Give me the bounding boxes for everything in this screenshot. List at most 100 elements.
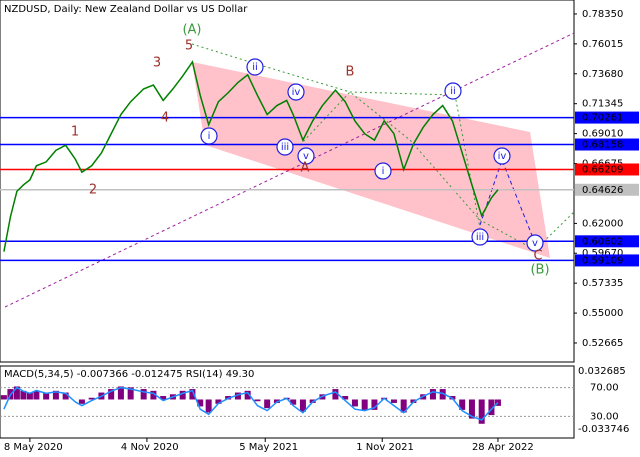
wave-label: i <box>208 131 211 142</box>
macd-bar <box>127 387 134 400</box>
level-tag <box>575 163 639 176</box>
wave-label: (B) <box>530 263 549 278</box>
macd-bar <box>78 399 85 404</box>
y-tick-label: 0.71345 <box>582 99 623 110</box>
y-tick-label: -0.033746 <box>578 424 629 435</box>
wave-line <box>299 91 575 251</box>
wave-label: ii <box>450 86 456 97</box>
wave-label: (A) <box>182 23 201 38</box>
wave-label: C <box>533 249 542 264</box>
macd-bar <box>332 389 339 400</box>
macd-bar <box>459 399 466 410</box>
y-tick-label: 0.76015 <box>582 39 623 50</box>
level-label: 0.60602 <box>582 236 623 247</box>
macd-bar <box>390 399 397 403</box>
wave-label: B <box>346 65 355 80</box>
level-tag <box>575 111 639 124</box>
macd-bar <box>150 390 157 400</box>
wave-label: 1 <box>71 125 79 140</box>
x-tick-label: 5 May 2021 <box>239 442 298 453</box>
macd-bar <box>290 399 297 405</box>
macd-bar <box>371 399 378 410</box>
x-tick-label: 1 Nov 2021 <box>356 442 414 453</box>
macd-bar <box>400 399 407 413</box>
y-tick-label: 0.52665 <box>582 338 623 349</box>
macd-bar <box>429 389 436 400</box>
chart-title: NZDUSD, Daily: New Zealand Dollar vs US … <box>4 4 248 15</box>
macd-bar <box>488 399 495 416</box>
wave-circle <box>297 147 315 165</box>
wave-circle <box>276 138 294 156</box>
y-tick-label: 0.73680 <box>582 69 623 80</box>
macd-bar <box>478 399 485 424</box>
wave-label: 4 <box>161 111 169 126</box>
wave-label: v <box>303 151 309 162</box>
macd-bar <box>254 399 261 402</box>
level-label: 0.66209 <box>582 164 623 175</box>
macd-bar <box>117 386 124 400</box>
wave-label: 5 <box>185 39 193 54</box>
wave-circle <box>493 147 511 165</box>
indicator-title: MACD(5,34,5) -0.007366 -0.012475 RSI(14)… <box>4 369 254 380</box>
macd-bar <box>215 399 222 404</box>
y-tick-label: 0.59670 <box>582 248 623 259</box>
wave-label: 3 <box>153 56 161 71</box>
price-line <box>3 60 499 252</box>
wave-circle <box>374 162 392 180</box>
wave-label: iii <box>281 142 289 153</box>
wave-label: v <box>532 238 538 249</box>
level-tag <box>575 254 639 267</box>
wave-label: iii <box>476 232 484 243</box>
macd-bar <box>20 390 27 400</box>
macd-bar <box>26 392 33 400</box>
wave-line <box>191 43 481 229</box>
wave-label: ii <box>252 62 258 73</box>
y-tick-label: 0.69010 <box>582 129 623 140</box>
wave-circle <box>526 234 544 252</box>
level-label: 0.68158 <box>582 140 623 151</box>
macd-bar <box>43 392 50 400</box>
macd-bar <box>361 399 368 410</box>
level-tag <box>575 235 639 248</box>
wave-label: A <box>301 161 310 176</box>
level-label: 0.59109 <box>582 255 623 266</box>
wave-circle <box>200 127 218 145</box>
wave-circle <box>246 58 264 76</box>
macd-bar <box>88 397 95 400</box>
macd-bar <box>160 396 167 400</box>
x-tick-label: 4 Nov 2020 <box>121 442 179 453</box>
macd-bar <box>439 389 446 400</box>
macd-bar <box>468 399 475 419</box>
y-tick-label: 0.57335 <box>582 278 623 289</box>
macd-bar <box>197 399 204 407</box>
wave-label: 2 <box>89 183 97 198</box>
x-tick-label: 28 Apr 2022 <box>472 442 534 453</box>
wave-circle <box>471 228 489 246</box>
wave-circle <box>287 83 305 101</box>
macd-bar <box>299 399 306 412</box>
level-label: 0.70261 <box>582 113 623 124</box>
x-tick-label: 8 May 2020 <box>4 442 63 453</box>
indicator-panel <box>0 365 575 439</box>
macd-bar <box>0 395 7 400</box>
channel <box>192 62 550 258</box>
macd-bar <box>179 390 186 400</box>
wave-label: iv <box>498 151 507 162</box>
macd-bar <box>244 390 251 400</box>
y-tick-label: 0.62000 <box>582 218 623 229</box>
y-tick-label: 0.032685 <box>578 366 626 377</box>
macd-bar <box>342 396 349 400</box>
level-label: 0.64626 <box>582 185 623 196</box>
macd-bar <box>205 399 212 413</box>
wave-circle <box>444 82 462 100</box>
macd-bar <box>234 392 241 400</box>
y2-tick-label: 70.00 <box>590 383 619 394</box>
macd-bar <box>264 399 271 409</box>
level-tag <box>575 183 639 196</box>
y2-tick-label: 30.00 <box>590 411 619 422</box>
wave-label: i <box>382 166 385 177</box>
macd-bar <box>351 399 358 407</box>
level-tag <box>575 138 639 151</box>
macd-bar <box>52 390 59 400</box>
